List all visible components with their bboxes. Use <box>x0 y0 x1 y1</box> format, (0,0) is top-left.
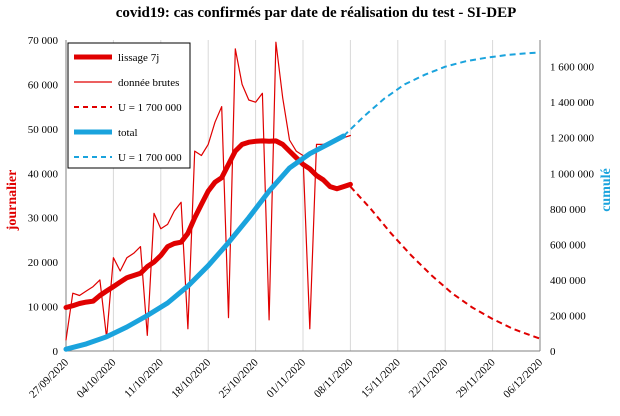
x-tick-label: 18/10/2020 <box>169 356 213 400</box>
y-left-ticks: 0 10 000 20 000 30 000 40 000 50 000 60 000 70 … <box>28 35 59 358</box>
y-right-tick-label: 400 000 <box>550 275 586 287</box>
series-line-u-1-700-000-right <box>342 51 541 137</box>
y-left-axis-label: journalier <box>5 170 20 232</box>
x-tick-label: 08/11/2020 <box>312 356 356 400</box>
y-left-tick-label: 60 000 <box>28 79 59 91</box>
x-tick-label: 25/10/2020 <box>217 356 261 400</box>
y-right-tick-label: 800 000 <box>550 204 586 216</box>
y-right-tick-label: 200 000 <box>550 310 586 322</box>
y-right-tick-label: 1 000 000 <box>550 168 595 180</box>
y-right-tick-label: 600 000 <box>550 239 586 251</box>
x-tick-label: 29/11/2020 <box>454 356 498 400</box>
y-left-tick-label: 10 000 <box>28 302 59 314</box>
y-right-tick-label: 0 <box>550 346 556 358</box>
x-tick-label: 15/11/2020 <box>359 356 403 400</box>
y-right-axis-label: cumulé <box>599 168 614 212</box>
legend-label: lissage 7j <box>118 52 159 64</box>
x-tick-label: 01/11/2020 <box>264 356 308 400</box>
legend-label: donnée brutes <box>118 77 179 89</box>
y-left-tick-label: 30 000 <box>28 213 59 225</box>
y-left-tick-label: 70 000 <box>28 35 59 47</box>
y-left-tick-label: 50 000 <box>28 124 59 136</box>
x-tick-label: 04/10/2020 <box>75 356 119 400</box>
y-left-tick-label: 20 000 <box>28 257 59 269</box>
series-line-total-right <box>63 133 347 352</box>
series-line-u-1-700-000-left <box>349 185 541 340</box>
legend-label: total <box>118 127 138 139</box>
axes <box>65 40 541 352</box>
x-tick-label: 22/11/2020 <box>407 356 451 400</box>
legend-label: U = 1 700 000 <box>118 152 182 164</box>
x-ticks: 27/09/2020 04/10/2020 11/10/2020 18/10/2020… <box>27 356 545 400</box>
y-right-tick-label: 1 600 000 <box>550 62 595 74</box>
y-left-tick-label: 40 000 <box>28 168 59 180</box>
y-right-tick-label: 1 400 000 <box>550 97 595 109</box>
y-left-tick-label: 0 <box>53 346 59 358</box>
x-tick-label: 06/12/2020 <box>501 356 545 400</box>
legend-box <box>67 42 191 169</box>
y-right-ticks: 0 200 000 400 000 600 000 800 000 1 000 000 1 … <box>550 62 595 358</box>
legend: lissage 7j donnée brutes U = 1 700 000 tota… <box>67 42 191 169</box>
series-layer <box>63 41 541 352</box>
x-tick-label: 11/10/2020 <box>122 356 166 400</box>
legend-label: U = 1 700 000 <box>118 102 182 114</box>
y-right-tick-label: 1 200 000 <box>550 133 595 145</box>
x-tick-label: 27/09/2020 <box>27 356 71 400</box>
series-line-lissage-7j-left <box>63 138 353 310</box>
chart-title: covid19: cas confirmés par date de réali… <box>116 5 517 21</box>
